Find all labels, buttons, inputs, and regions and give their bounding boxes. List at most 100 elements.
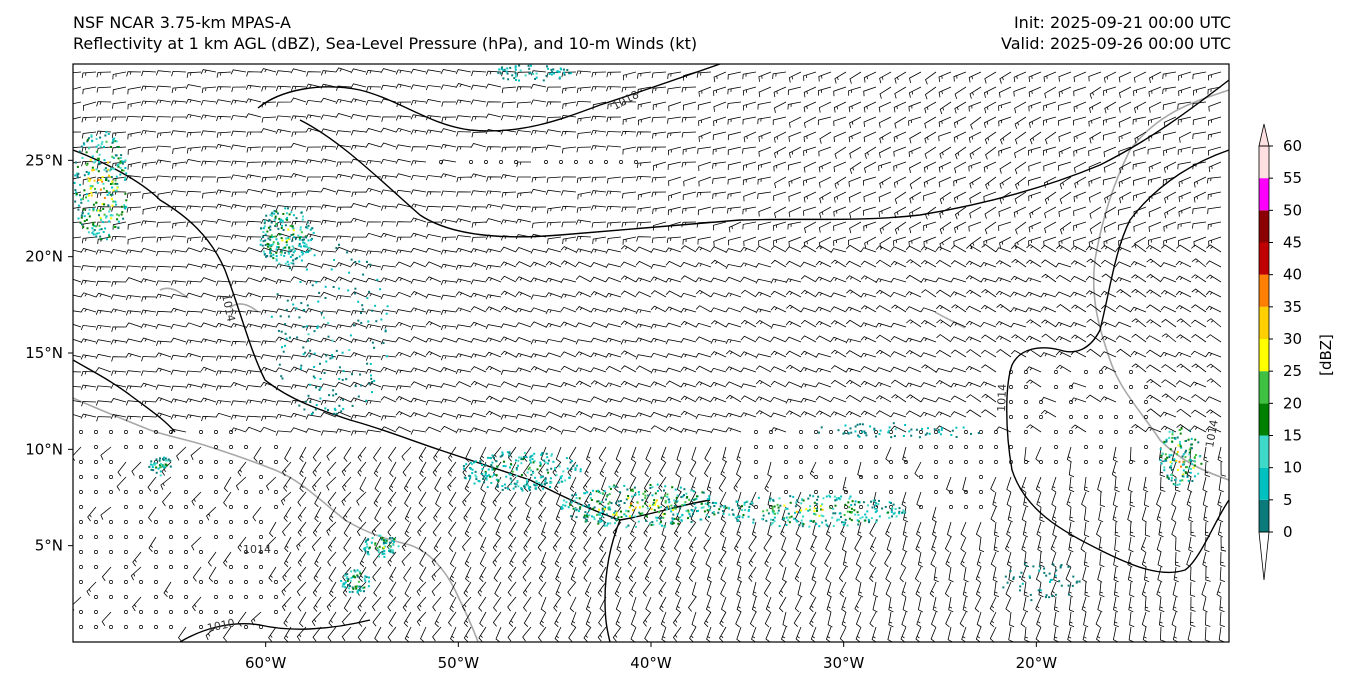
reflectivity-pixel <box>97 157 100 160</box>
reflectivity-pixel <box>651 494 654 497</box>
reflectivity-pixel <box>153 463 156 466</box>
reflectivity-pixel <box>384 545 387 548</box>
reflectivity-pixel <box>1186 466 1189 469</box>
reflectivity-pixel <box>598 502 601 505</box>
reflectivity-pixel <box>369 362 372 365</box>
calm-marker <box>124 505 128 509</box>
calm-marker <box>184 490 188 494</box>
calm-marker <box>169 565 173 569</box>
calm-marker <box>1129 385 1133 389</box>
reflectivity-pixel <box>1164 458 1167 461</box>
isobar-1014-south-mid <box>604 519 621 642</box>
reflectivity-pixel <box>79 221 82 224</box>
reflectivity-pixel <box>102 231 105 233</box>
reflectivity-pixel <box>893 435 896 438</box>
calm-marker <box>274 580 278 584</box>
reflectivity-pixel <box>305 226 308 229</box>
reflectivity-pixel <box>688 513 691 515</box>
reflectivity-pixel <box>601 508 604 511</box>
reflectivity-pixel <box>281 224 283 227</box>
reflectivity-pixel <box>615 485 618 488</box>
reflectivity-pixel <box>98 232 101 234</box>
reflectivity-pixel <box>483 481 486 484</box>
reflectivity-pixel <box>1180 465 1182 468</box>
reflectivity-pixel <box>284 207 287 210</box>
reflectivity-pixel <box>77 204 80 207</box>
calm-marker <box>754 445 758 449</box>
calm-marker <box>1129 415 1133 419</box>
reflectivity-pixel <box>374 543 377 546</box>
reflectivity-pixel <box>1177 444 1180 447</box>
reflectivity-pixel <box>544 461 547 464</box>
reflectivity-pixel <box>516 464 519 467</box>
reflectivity-pixel <box>857 434 860 437</box>
reflectivity-pixel <box>112 189 115 192</box>
calm-marker <box>214 460 218 464</box>
colorbar-tick-label: 5 <box>1283 491 1293 509</box>
reflectivity-pixel <box>840 495 843 498</box>
reflectivity-pixel <box>85 151 88 154</box>
calm-marker <box>154 445 158 449</box>
calm-marker <box>1009 400 1013 404</box>
reflectivity-pixel <box>344 586 347 589</box>
reflectivity-pixel <box>651 486 654 489</box>
reflectivity-pixel <box>857 514 860 516</box>
reflectivity-pixel <box>662 513 665 516</box>
reflectivity-pixel <box>479 460 482 463</box>
reflectivity-pixel <box>112 138 115 141</box>
reflectivity-pixel <box>851 511 853 513</box>
reflectivity-pixel <box>662 516 665 519</box>
reflectivity-pixel <box>531 454 534 457</box>
map-background <box>73 64 1229 642</box>
reflectivity-pixel <box>278 217 281 220</box>
reflectivity-pixel <box>302 353 305 356</box>
reflectivity-pixel <box>545 452 548 455</box>
reflectivity-pixel <box>162 459 165 461</box>
reflectivity-pixel <box>305 236 308 239</box>
reflectivity-pixel <box>856 423 859 426</box>
reflectivity-pixel <box>152 469 155 472</box>
reflectivity-pixel <box>1019 585 1022 588</box>
reflectivity-pixel <box>572 507 575 510</box>
reflectivity-pixel <box>874 504 877 507</box>
reflectivity-pixel <box>272 253 275 256</box>
reflectivity-pixel <box>821 521 824 524</box>
reflectivity-pixel <box>752 518 755 521</box>
reflectivity-pixel <box>490 481 493 484</box>
reflectivity-pixel <box>892 422 895 425</box>
reflectivity-pixel <box>350 570 353 573</box>
reflectivity-pixel <box>342 583 345 586</box>
reflectivity-pixel <box>700 502 703 505</box>
reflectivity-pixel <box>1160 462 1163 465</box>
reflectivity-pixel <box>532 472 535 474</box>
reflectivity-pixel <box>331 353 334 356</box>
reflectivity-pixel <box>1188 459 1191 462</box>
calm-marker <box>1144 460 1148 464</box>
reflectivity-pixel <box>857 523 860 526</box>
reflectivity-pixel <box>708 495 711 498</box>
reflectivity-pixel <box>599 514 602 516</box>
reflectivity-pixel <box>1018 575 1021 578</box>
reflectivity-pixel <box>357 580 360 583</box>
reflectivity-pixel <box>841 521 843 524</box>
reflectivity-pixel <box>1170 462 1173 465</box>
reflectivity-pixel <box>875 508 878 511</box>
calm-marker <box>1099 460 1103 464</box>
reflectivity-pixel <box>1067 593 1070 596</box>
reflectivity-pixel <box>277 227 280 230</box>
reflectivity-pixel <box>529 461 532 464</box>
isobar-1018-central <box>299 79 1229 238</box>
reflectivity-pixel <box>536 468 539 471</box>
calm-marker <box>229 430 233 434</box>
reflectivity-pixel <box>325 360 328 363</box>
calm-marker <box>244 520 248 524</box>
reflectivity-pixel <box>510 483 513 486</box>
reflectivity-pixel <box>890 502 892 504</box>
colorbar-tick-label: 15 <box>1283 427 1302 445</box>
reflectivity-pixel <box>103 168 106 171</box>
reflectivity-pixel <box>164 465 167 468</box>
reflectivity-pixel <box>1060 584 1063 587</box>
calm-marker <box>1084 370 1088 374</box>
reflectivity-pixel <box>116 182 119 185</box>
